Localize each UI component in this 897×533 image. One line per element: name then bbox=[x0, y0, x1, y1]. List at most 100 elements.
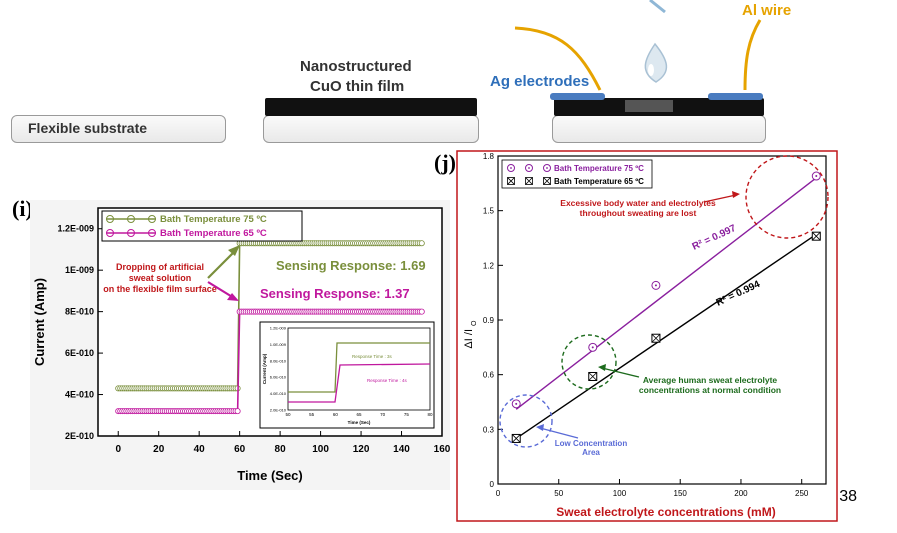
dropper-tip bbox=[649, 0, 666, 14]
inset-y-tick-label: 8.0E-010 bbox=[270, 358, 287, 363]
inset-y-tick-label: 2.0E-010 bbox=[270, 408, 287, 413]
low-arrowhead bbox=[536, 424, 544, 431]
chart-j-y-tick-label: 0.6 bbox=[483, 371, 495, 380]
series-1-point bbox=[234, 408, 241, 415]
series-0-fit-line bbox=[515, 177, 817, 410]
substrate-box-2 bbox=[263, 115, 479, 143]
avg-arrowhead bbox=[598, 364, 606, 371]
inset-line-75 bbox=[288, 342, 430, 393]
panel-label-j: (j) bbox=[434, 150, 456, 175]
inset-ticks: 50 55 60 65 70 75 80 2.0E-010 4.0E-010 6.0E-010 8.… bbox=[270, 326, 433, 418]
droplet-highlight bbox=[648, 64, 654, 76]
inset-x-tick-label: 70 bbox=[380, 412, 386, 417]
legend-j-75: Bath Temperature 75 ºC bbox=[507, 164, 644, 173]
inset-resp-65: Response Time : 4s bbox=[367, 378, 408, 383]
chart-i-legend-frame bbox=[101, 210, 303, 242]
chart-i-x-tick-label: 120 bbox=[353, 444, 370, 455]
chart-j-y-tick-label: 0 bbox=[490, 480, 495, 489]
legend-i-75-label: Bath Temperature 75 ºC bbox=[160, 214, 267, 225]
chart-j-y-tick-label: 1.8 bbox=[483, 152, 495, 161]
drop-annotation-line3: on the flexible film surface bbox=[103, 284, 217, 294]
chart-i-x-tick-label: 40 bbox=[194, 444, 206, 455]
series-0-point-dot bbox=[815, 175, 818, 178]
drop-annotation-line1: Dropping of artificial bbox=[116, 262, 204, 272]
chart-i-ylabel: Current (Amp) bbox=[32, 278, 47, 366]
drop-arrowhead-75 bbox=[228, 245, 240, 256]
chart-i-y-tick-label: 8E-010 bbox=[65, 307, 94, 317]
sweat-droplet bbox=[644, 42, 668, 83]
chart-i-inset: Response Time : 3s Response Time : 4s Ti… bbox=[259, 321, 435, 429]
chart-j-plot-frame bbox=[497, 155, 827, 485]
ag-electrode-right bbox=[708, 93, 763, 100]
chart-i-x-tick-label: 20 bbox=[153, 444, 165, 455]
chart-i-y-tick-label: 4E-010 bbox=[65, 390, 94, 400]
chart-j-xlabel: Sweat electrolyte concentrations (mM) bbox=[556, 505, 775, 519]
chart-i-x-tick-label: 0 bbox=[115, 444, 121, 455]
inset-x-tick-label: 50 bbox=[285, 412, 291, 417]
excess-arrowhead bbox=[732, 191, 740, 198]
chart-i-y-tick-label: 1E-009 bbox=[65, 265, 94, 275]
chart-j-x-tick-label: 250 bbox=[795, 489, 809, 498]
ag-electrode-left bbox=[550, 93, 605, 100]
low-concentration-circle bbox=[499, 394, 553, 448]
chart-j-x-tick-label: 50 bbox=[554, 489, 563, 498]
chart-j-x-tick-label: 0 bbox=[496, 489, 501, 498]
inset-plot bbox=[287, 327, 431, 411]
chart-i-y-tick-label: 1.2E-009 bbox=[57, 224, 94, 234]
inset-x-tick-label: 80 bbox=[427, 412, 433, 417]
substrate-box-1 bbox=[11, 115, 226, 143]
chart-j: 0 50 100 150 200 250 0 0.3 0.6 0.9 1.2 1.5 1.8 Swea… bbox=[456, 150, 838, 522]
excess-annotation-line1: Excessive body water and electrolytes bbox=[560, 198, 716, 208]
series-0-point bbox=[418, 240, 425, 247]
low-annotation-line2: Area bbox=[582, 448, 600, 457]
series-0-point-dot bbox=[591, 346, 594, 349]
chart-i-x-tick-label: 100 bbox=[312, 444, 329, 455]
series-0-point-dot bbox=[515, 402, 518, 405]
al-wire-left bbox=[514, 26, 602, 91]
ag-label: Ag electrodes bbox=[490, 73, 590, 90]
inset-x-tick-label: 55 bbox=[309, 412, 315, 417]
legend-i-75: Bath Temperature 75 ºC bbox=[106, 214, 267, 225]
film-label-line1: Nanostructured bbox=[300, 58, 412, 75]
series-1-point-cross bbox=[811, 231, 821, 241]
legend-j-65: Bath Temperature 65 ºC bbox=[507, 177, 644, 186]
inset-x-tick-label: 60 bbox=[333, 412, 339, 417]
chart-i-x-tick-label: 140 bbox=[393, 444, 410, 455]
inset-x-tick-label: 75 bbox=[404, 412, 410, 417]
al-wire-right bbox=[743, 19, 762, 91]
series-1-point-cross bbox=[651, 333, 661, 343]
schematic-banner: Flexible substrate Nanostructured CuO th… bbox=[0, 0, 840, 143]
excess-annotation-line2: throughout sweating are lost bbox=[580, 208, 697, 218]
legend-j-65-label: Bath Temperature 65 ºC bbox=[554, 177, 644, 186]
series-1-point-cross bbox=[588, 372, 598, 381]
inset-y-tick-label: 1.2E-009 bbox=[270, 326, 287, 331]
avg-annotation-line1: Average human sweat electrolyte bbox=[643, 375, 778, 385]
chart-j-series bbox=[511, 171, 821, 443]
inset-y-tick-label: 1.0E-009 bbox=[270, 342, 287, 347]
chart-j-ylabel: ΔI /I bbox=[463, 329, 475, 349]
drop-arrowhead-65 bbox=[227, 293, 239, 301]
series-1-point-cross bbox=[511, 434, 521, 443]
chart-j-y-tick-label: 0.9 bbox=[483, 316, 495, 325]
inset-x-tick-label: 65 bbox=[356, 412, 362, 417]
inset-y-tick-label: 6.0E-010 bbox=[270, 375, 287, 380]
chart-j-y-tick-label: 1.2 bbox=[483, 261, 495, 270]
drop-annotation-line2: sweat solution bbox=[129, 273, 192, 283]
chart-i-y-tick-label: 2E-010 bbox=[65, 431, 94, 441]
series-1-point bbox=[418, 308, 425, 315]
chart-j-x-tick-label: 150 bbox=[674, 489, 688, 498]
chart-i-x-tick-label: 160 bbox=[434, 444, 450, 455]
film-label-line2: CuO thin film bbox=[310, 78, 405, 95]
inset-y-tick-label: 4.0E-010 bbox=[270, 391, 287, 396]
schematic-drawing bbox=[514, 0, 762, 91]
chart-i: 0 20 40 60 80 100 120 140 160 2E-010 4E-010 6E-010… bbox=[30, 200, 450, 490]
cuo-film bbox=[265, 98, 477, 116]
drop-arrow-65 bbox=[207, 281, 235, 299]
chart-i-x-tick-label: 80 bbox=[275, 444, 287, 455]
legend-i-65: Bath Temperature 65 ºC bbox=[106, 228, 267, 239]
panel-label-i: (i) bbox=[12, 196, 33, 221]
high-concentration-circle bbox=[745, 155, 829, 239]
response-65-label: Sensing Response: 1.37 bbox=[260, 286, 410, 301]
al-label: Al wire bbox=[742, 2, 792, 19]
chart-j-x-tick-label: 200 bbox=[734, 489, 748, 498]
